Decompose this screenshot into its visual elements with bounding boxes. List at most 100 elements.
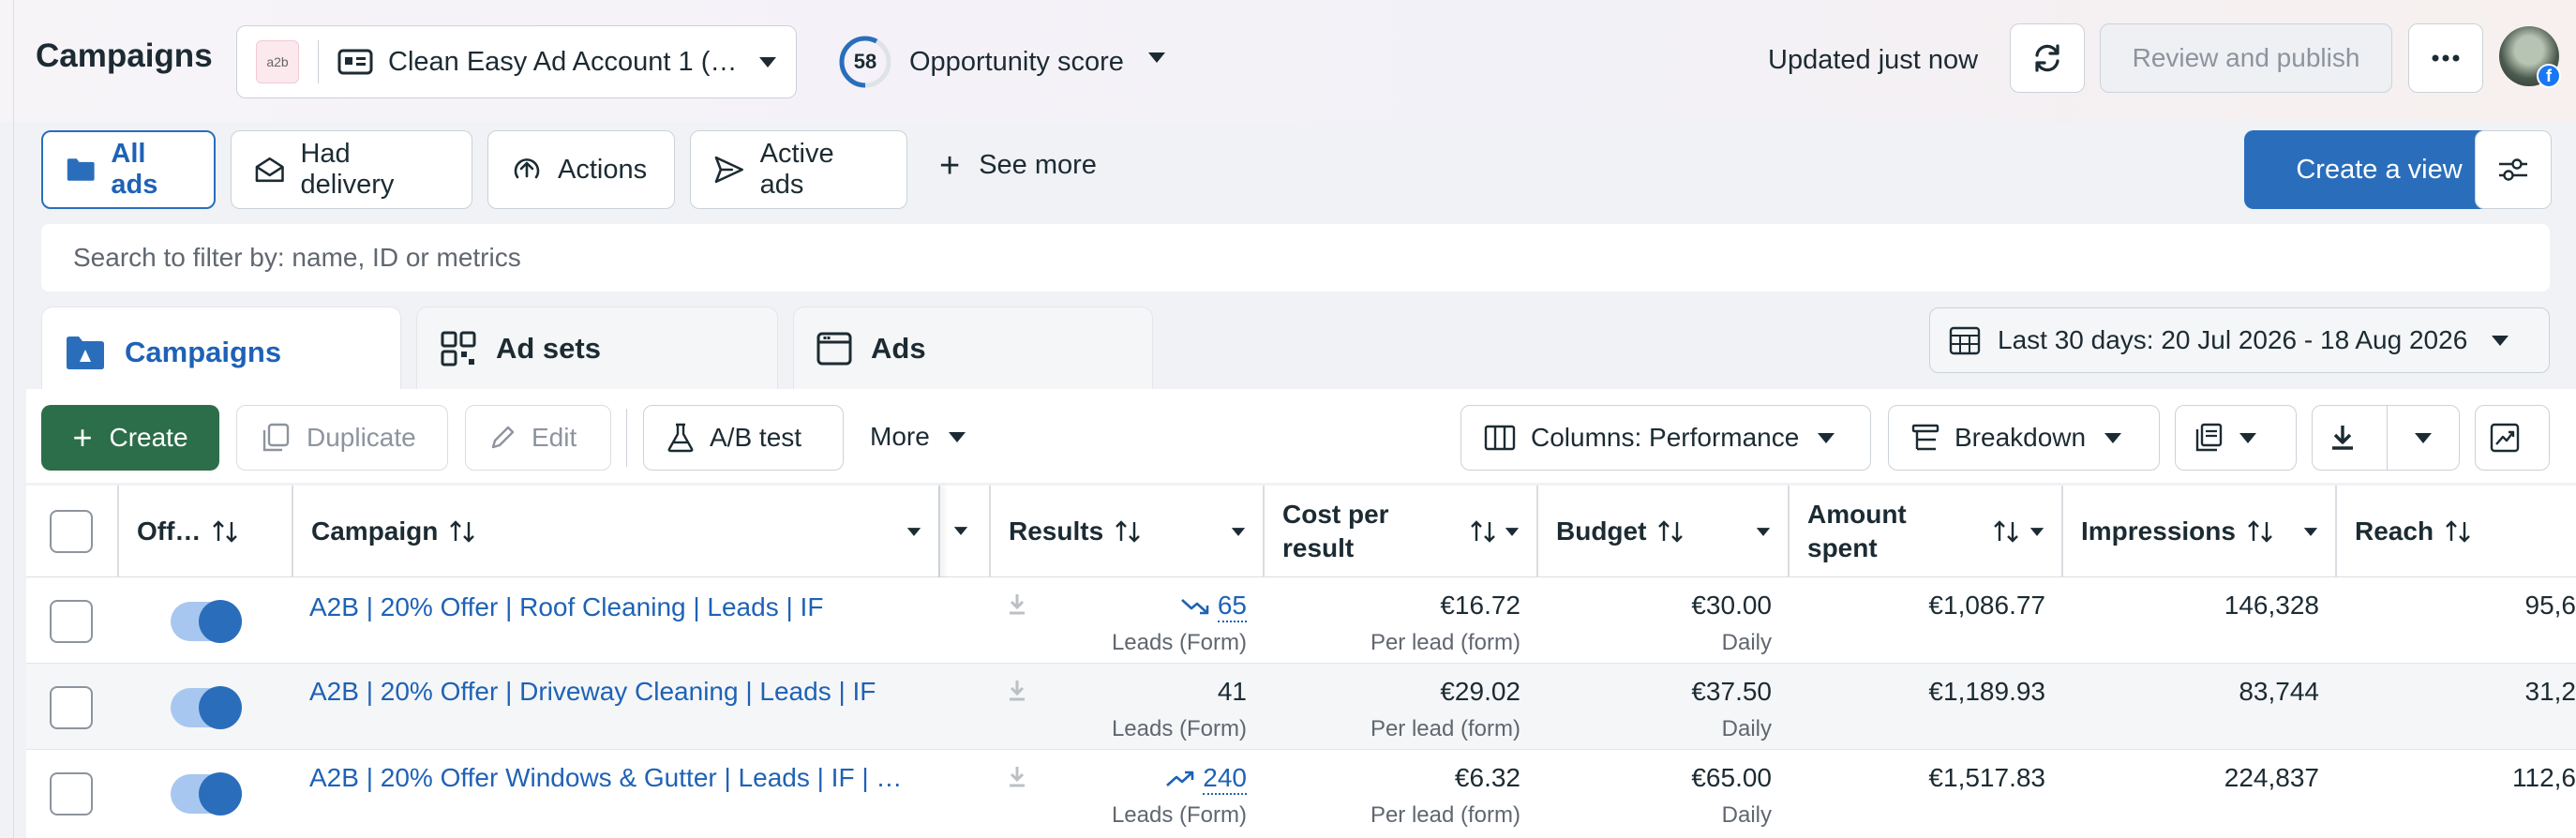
chevron-down-icon <box>759 56 777 67</box>
budget-value[interactable]: €30.00 <box>1691 591 1772 620</box>
amount-spent-value: €1,086.77 <box>1928 591 2045 620</box>
results-number[interactable]: 65 <box>1217 591 1247 622</box>
refresh-button[interactable] <box>2010 23 2085 93</box>
reach-header[interactable]: Reach <box>2336 486 2576 577</box>
ellipsis-icon <box>2432 54 2460 62</box>
review-and-publish-button[interactable]: Review and publish <box>2100 23 2392 93</box>
sort-icon[interactable] <box>2445 519 2471 544</box>
breakdown-dropdown[interactable]: Breakdown <box>1888 405 2160 471</box>
campaign-toggle[interactable] <box>171 686 242 729</box>
date-range-label: Last 30 days: 20 Jul 2026 - 18 Aug 2026 <box>1998 325 2468 354</box>
chevron-down-icon <box>2239 432 2256 443</box>
chevron-down-icon[interactable] <box>1505 528 1520 536</box>
hidden-column-header[interactable] <box>939 486 990 577</box>
row-checkbox[interactable] <box>50 600 93 643</box>
view-had-delivery[interactable]: Had delivery <box>231 130 472 209</box>
sort-icon[interactable] <box>1657 519 1684 544</box>
opportunity-score-value: 58 <box>853 50 877 73</box>
chevron-down-icon <box>2104 432 2122 443</box>
view-active-ads[interactable]: Active ads <box>690 130 907 209</box>
chevron-down-icon[interactable] <box>906 528 921 536</box>
cost-per-result-value: €16.72 <box>1440 591 1520 620</box>
search-input[interactable]: Search to filter by: name, ID or metrics <box>41 224 2550 292</box>
table-row[interactable]: A2B | 20% Offer | Driveway Cleaning | Le… <box>26 664 2576 750</box>
more-label: More <box>870 422 930 451</box>
account-logo: a2b <box>256 40 299 83</box>
table-row[interactable]: A2B | 20% Offer Windows & Gutter | Leads… <box>26 750 2576 838</box>
column-label: Campaign <box>311 516 439 546</box>
more-options-button[interactable] <box>2408 23 2483 93</box>
opportunity-score-label[interactable]: Opportunity score <box>909 47 1124 77</box>
chevron-down-icon[interactable] <box>2303 528 2318 536</box>
chevron-down-icon[interactable] <box>1756 528 1771 536</box>
select-all-checkbox[interactable] <box>50 510 93 553</box>
campaign-name-link[interactable]: A2B | 20% Offer Windows & Gutter | Leads… <box>309 763 903 792</box>
view-settings-button[interactable] <box>2475 130 2552 209</box>
edit-button[interactable]: Edit <box>465 405 611 471</box>
export-options[interactable] <box>2388 432 2459 443</box>
budget-header[interactable]: Budget <box>1537 486 1789 577</box>
results-header[interactable]: Results <box>990 486 1264 577</box>
export-button[interactable] <box>2313 406 2388 470</box>
campaign-header[interactable]: Campaign <box>292 486 939 577</box>
campaign-toggle[interactable] <box>171 600 242 643</box>
impressions-header[interactable]: Impressions <box>2062 486 2336 577</box>
download-icon[interactable] <box>1007 765 1027 789</box>
create-a-view-button[interactable]: Create a view <box>2244 130 2514 209</box>
row-checkbox[interactable] <box>50 686 93 729</box>
reports-dropdown[interactable] <box>2175 405 2297 471</box>
reach-value: 95,6 <box>2524 591 2576 620</box>
results-value[interactable]: 240 <box>1020 763 1247 795</box>
budget-type: Daily <box>1721 802 1772 828</box>
table-row[interactable]: A2B | 20% Offer | Roof Cleaning | Leads … <box>26 577 2576 664</box>
tab-campaigns[interactable]: Campaigns <box>41 307 401 397</box>
upload-circle-icon <box>514 158 540 179</box>
create-button[interactable]: + Create <box>41 405 219 471</box>
campaign-name-link[interactable]: A2B | 20% Offer | Roof Cleaning | Leads … <box>309 592 824 621</box>
sort-icon[interactable] <box>212 519 238 544</box>
sort-icon[interactable] <box>1470 519 1496 544</box>
chevron-down-icon[interactable] <box>953 527 968 535</box>
chart-view-button[interactable] <box>2475 405 2550 471</box>
export-dropdown[interactable] <box>2312 405 2460 471</box>
reach-value: 31,2 <box>2524 677 2576 706</box>
duplicate-button[interactable]: Duplicate <box>236 405 448 471</box>
sort-icon[interactable] <box>1115 519 1141 544</box>
cost-per-result-header[interactable]: Cost per result <box>1264 486 1537 577</box>
sort-icon[interactable] <box>1993 519 2019 544</box>
columns-dropdown[interactable]: Columns: Performance <box>1460 405 1871 471</box>
date-range-picker[interactable]: Last 30 days: 20 Jul 2026 - 18 Aug 2026 <box>1929 307 2550 373</box>
tab-ads[interactable]: Ads <box>793 307 1153 389</box>
see-more-button[interactable]: + See more <box>939 148 1097 184</box>
campaign-name-link[interactable]: A2B | 20% Offer | Driveway Cleaning | Le… <box>309 677 876 706</box>
chevron-down-icon[interactable] <box>2029 528 2044 536</box>
opportunity-score-ring-icon[interactable] <box>837 34 893 90</box>
view-actions[interactable]: Actions <box>487 130 675 209</box>
impressions-value: 83,744 <box>2239 677 2319 706</box>
view-label: Active ads <box>759 139 834 200</box>
off-on-header[interactable]: Off… <box>118 486 292 577</box>
sort-icon[interactable] <box>2247 519 2273 544</box>
send-icon <box>714 156 743 184</box>
column-label: Amount <box>1807 499 1907 529</box>
results-number[interactable]: 240 <box>1203 763 1247 795</box>
view-all-ads[interactable]: All ads <box>41 130 216 209</box>
ab-test-button[interactable]: A/B test <box>643 405 844 471</box>
sort-icon[interactable] <box>449 519 475 544</box>
download-icon[interactable] <box>1007 592 1027 617</box>
budget-value[interactable]: €37.50 <box>1691 677 1772 706</box>
amount-spent-header[interactable]: Amount spent <box>1789 486 2062 577</box>
create-label: Create <box>109 423 188 452</box>
chevron-down-icon[interactable] <box>1231 528 1246 536</box>
column-label: Reach <box>2355 516 2434 546</box>
campaign-toggle[interactable] <box>171 772 242 816</box>
budget-value[interactable]: €65.00 <box>1691 763 1772 792</box>
tab-ad-sets[interactable]: Ad sets <box>416 307 778 389</box>
row-checkbox[interactable] <box>50 772 93 816</box>
duplicate-label: Duplicate <box>307 423 416 452</box>
ad-account-selector[interactable]: a2b Clean Easy Ad Account 1 (… <box>236 25 797 98</box>
more-button[interactable]: More <box>870 422 966 452</box>
download-icon[interactable] <box>1007 679 1027 703</box>
chevron-down-icon[interactable] <box>1148 52 1165 63</box>
results-value[interactable]: 65 <box>1020 591 1247 622</box>
